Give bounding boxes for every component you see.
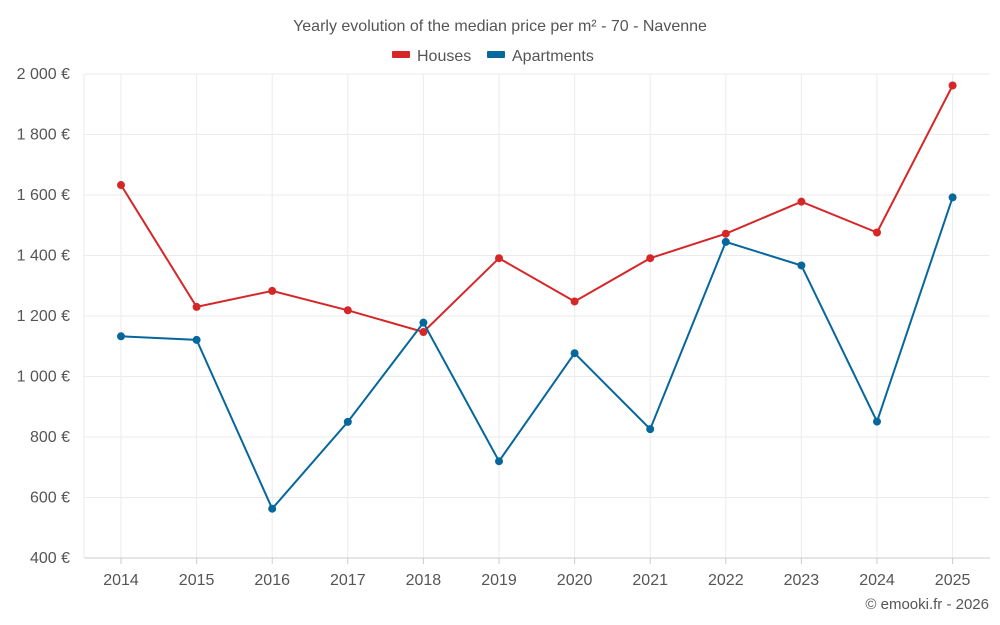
x-tick-label: 2025 [935, 572, 971, 589]
data-point-houses[interactable] [268, 286, 277, 295]
y-tick-label: 1 000 € [17, 369, 70, 386]
data-point-apartments[interactable] [948, 193, 957, 202]
series-houses [117, 81, 957, 337]
legend-label-apartments: Apartments [512, 48, 594, 65]
data-point-houses[interactable] [419, 328, 428, 337]
data-point-houses[interactable] [721, 229, 730, 238]
data-point-apartments[interactable] [646, 425, 655, 434]
series-apartments [117, 193, 957, 513]
y-tick-label: 600 € [30, 490, 70, 507]
data-point-houses[interactable] [495, 254, 503, 263]
x-tick-label: 2019 [481, 572, 517, 589]
data-point-houses[interactable] [570, 297, 579, 306]
x-tick-label: 2017 [330, 572, 366, 589]
x-tick-label: 2014 [103, 572, 139, 589]
data-point-houses[interactable] [646, 254, 655, 263]
y-tick-label: 1 200 € [17, 308, 70, 325]
legend: Houses Apartments [392, 48, 594, 65]
x-tick-label: 2020 [557, 572, 593, 589]
data-point-apartments[interactable] [192, 335, 201, 344]
y-tick-label: 1 600 € [17, 187, 70, 204]
x-tick-label: 2015 [179, 572, 215, 589]
y-tick-label: 800 € [30, 429, 70, 446]
legend-swatch-apartments [487, 51, 505, 58]
y-tick-label: 400 € [30, 550, 70, 567]
data-point-apartments[interactable] [117, 332, 125, 341]
series-layer [117, 81, 957, 513]
y-tick-label: 1 800 € [17, 127, 70, 144]
data-point-apartments[interactable] [268, 504, 277, 513]
x-tick-label: 2023 [784, 572, 820, 589]
data-point-houses[interactable] [873, 228, 881, 237]
data-point-apartments[interactable] [570, 349, 579, 358]
axes: 400 € 600 € 800 € 1 000 € 1 200 € 1 400 € 1 60… [17, 66, 990, 589]
data-point-apartments[interactable] [873, 417, 881, 426]
data-point-houses[interactable] [948, 81, 957, 90]
data-point-apartments[interactable] [495, 457, 503, 466]
x-tick-label: 2018 [406, 572, 442, 589]
data-point-houses[interactable] [343, 306, 352, 315]
data-point-apartments[interactable] [721, 237, 730, 246]
legend-swatch-houses [392, 51, 410, 58]
legend-item-houses[interactable]: Houses [392, 48, 471, 65]
legend-item-apartments[interactable]: Apartments [487, 48, 594, 65]
data-point-houses[interactable] [192, 302, 201, 311]
y-tick-label: 2 000 € [17, 66, 70, 83]
x-tick-label: 2022 [708, 572, 744, 589]
grid [84, 73, 990, 558]
series-line-apartments [120, 197, 954, 511]
data-point-apartments[interactable] [419, 318, 428, 327]
x-tick-label: 2021 [632, 572, 668, 589]
x-tick-label: 2024 [859, 572, 895, 589]
data-point-houses[interactable] [117, 181, 125, 190]
credit-text: © emooki.fr - 2026 [865, 596, 989, 613]
legend-label-houses: Houses [417, 48, 471, 65]
y-tick-label: 1 400 € [17, 248, 70, 265]
data-point-houses[interactable] [797, 197, 806, 206]
x-tick-label: 2016 [254, 572, 290, 589]
data-point-apartments[interactable] [797, 261, 806, 270]
chart-title: Yearly evolution of the median price per… [293, 18, 707, 35]
series-line-houses [120, 85, 954, 334]
data-point-apartments[interactable] [343, 417, 352, 426]
